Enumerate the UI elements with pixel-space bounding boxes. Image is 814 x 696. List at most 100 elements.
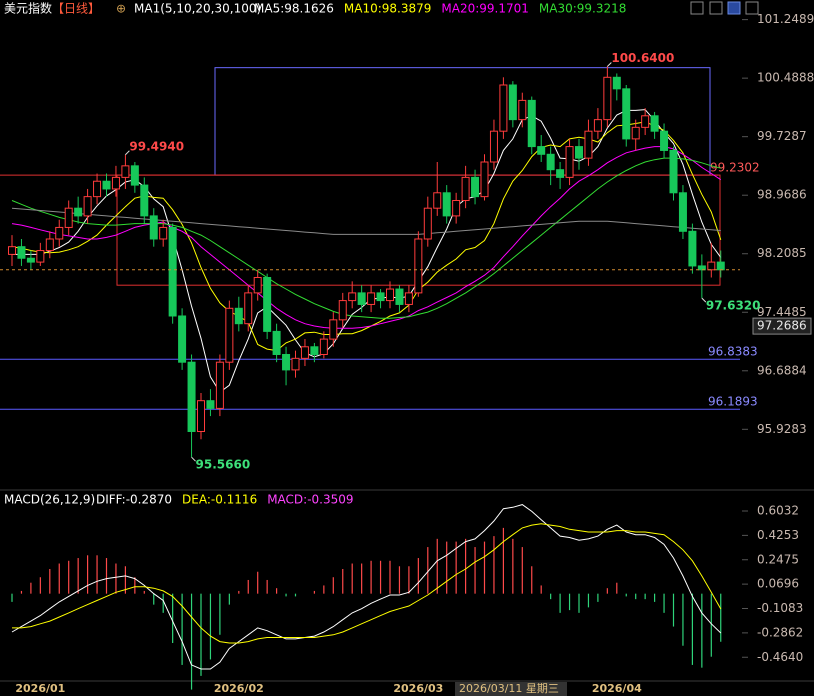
candle-body <box>168 226 177 317</box>
candle-body <box>669 149 678 194</box>
settings-icon[interactable]: ⊕ <box>116 2 126 16</box>
legend-entry: DEA:-0.1116 <box>182 493 257 507</box>
candle-body <box>414 238 423 294</box>
candle-body <box>678 192 687 232</box>
legend-entry: MA30:99.3218 <box>539 2 627 16</box>
ma-line <box>11 157 721 319</box>
period[interactable]: 【日线】 <box>52 2 100 16</box>
candle-body <box>499 84 508 132</box>
candle-body <box>45 238 54 252</box>
candle-body <box>367 292 376 305</box>
candle-body <box>395 288 404 305</box>
candle-body <box>556 169 565 178</box>
extreme-marker <box>606 62 612 67</box>
candle-body <box>716 261 725 271</box>
x-tick-label: 2026/02 <box>214 682 264 695</box>
candle-body <box>197 400 205 432</box>
candle-body <box>17 246 26 259</box>
candle-body <box>234 307 243 325</box>
extreme-label: 99.4940 <box>129 139 184 153</box>
candle-body <box>291 357 300 371</box>
candle-body <box>187 361 196 432</box>
candle-body <box>36 250 45 263</box>
candle-body <box>215 361 224 409</box>
y-tick-label: 0.2475 <box>757 552 799 566</box>
tool-button[interactable] <box>727 1 741 15</box>
y-tick-label: 98.9686 <box>757 188 807 202</box>
cursor-price-label: 97.2686 <box>757 319 807 333</box>
y-tick-label: -0.1083 <box>757 601 803 615</box>
legend-entry: MA5:98.1626 <box>254 2 334 16</box>
y-tick-label: 100.4888 <box>757 71 814 85</box>
candle-body <box>338 300 347 321</box>
legend-entry: MA10:98.3879 <box>344 2 432 16</box>
candle-body <box>480 161 489 198</box>
candle-body <box>310 346 319 355</box>
tool-button[interactable] <box>745 1 759 15</box>
candle-body <box>272 330 281 355</box>
candle-body <box>546 153 555 171</box>
macd-line <box>11 504 722 670</box>
y-tick-label: 0.6032 <box>757 504 799 518</box>
tool-button[interactable] <box>690 1 704 15</box>
candle-body <box>650 115 659 132</box>
candle-body <box>225 307 234 363</box>
crosshair-date: 2026/03/11 星期三 <box>459 682 559 695</box>
y-tick-label: 0.0696 <box>757 577 799 591</box>
legend-entry: MA20:99.1701 <box>441 2 529 16</box>
candle-body <box>329 319 338 340</box>
x-tick-label: 2026/04 <box>592 682 642 695</box>
y-tick-label: 0.4253 <box>757 528 799 542</box>
extreme-label: 95.5660 <box>196 458 251 472</box>
y-tick-label: -0.2862 <box>757 625 803 639</box>
candle-body <box>376 292 385 302</box>
candle-body <box>111 176 120 190</box>
candle-body <box>159 226 168 240</box>
y-tick-label: 97.4485 <box>757 305 807 319</box>
candle-body <box>8 246 16 255</box>
y-tick-label: 101.2489 <box>757 12 814 26</box>
candle-body <box>348 292 357 302</box>
candle-body <box>74 207 83 217</box>
ma-title: MA1(5,10,20,30,100) <box>134 2 261 16</box>
candle-body <box>527 99 536 148</box>
y-tick-label: 99.7287 <box>757 129 807 143</box>
candle-body <box>508 84 517 121</box>
candle-body <box>641 115 650 128</box>
extreme-marker <box>701 297 707 303</box>
candle-body <box>93 180 102 198</box>
candle-body <box>55 226 64 240</box>
horizontal-line-label: 99.2302 <box>710 161 760 175</box>
candle-body <box>631 126 640 140</box>
legend-entry: MACD:-0.3509 <box>267 493 353 507</box>
candle-body <box>471 176 480 198</box>
extreme-label: 97.6320 <box>706 299 761 313</box>
y-tick-label: 98.2085 <box>757 246 807 260</box>
candle-body <box>518 99 527 121</box>
tool-button[interactable] <box>709 1 723 15</box>
extreme-marker <box>125 150 130 156</box>
candle-body <box>489 130 498 163</box>
candle-body <box>697 265 706 271</box>
candle-body <box>622 88 631 140</box>
candle-body <box>121 165 130 178</box>
toolbar <box>690 1 759 15</box>
ma-legend: MA5:98.1626 MA10:98.3879 MA20:99.1701 MA30:… <box>254 2 626 16</box>
horizontal-line-label: 96.8383 <box>708 345 758 359</box>
macd-legend: DIFF:-0.2870 DEA:-0.1116 MACD:-0.3509 <box>96 493 354 507</box>
candle-body <box>433 192 442 209</box>
candle-body <box>660 130 669 151</box>
candle-body <box>263 276 272 332</box>
candle-body <box>612 76 621 90</box>
x-tick-label: 2026/03 <box>393 682 443 695</box>
candle-body <box>707 261 716 271</box>
crosshair-date-box <box>455 682 567 696</box>
candle-body <box>442 192 451 217</box>
ma-line <box>11 207 721 235</box>
y-tick-label: -0.4640 <box>757 650 803 664</box>
ma-line <box>11 121 722 352</box>
candle-body <box>102 180 111 190</box>
ma-line <box>11 146 722 329</box>
